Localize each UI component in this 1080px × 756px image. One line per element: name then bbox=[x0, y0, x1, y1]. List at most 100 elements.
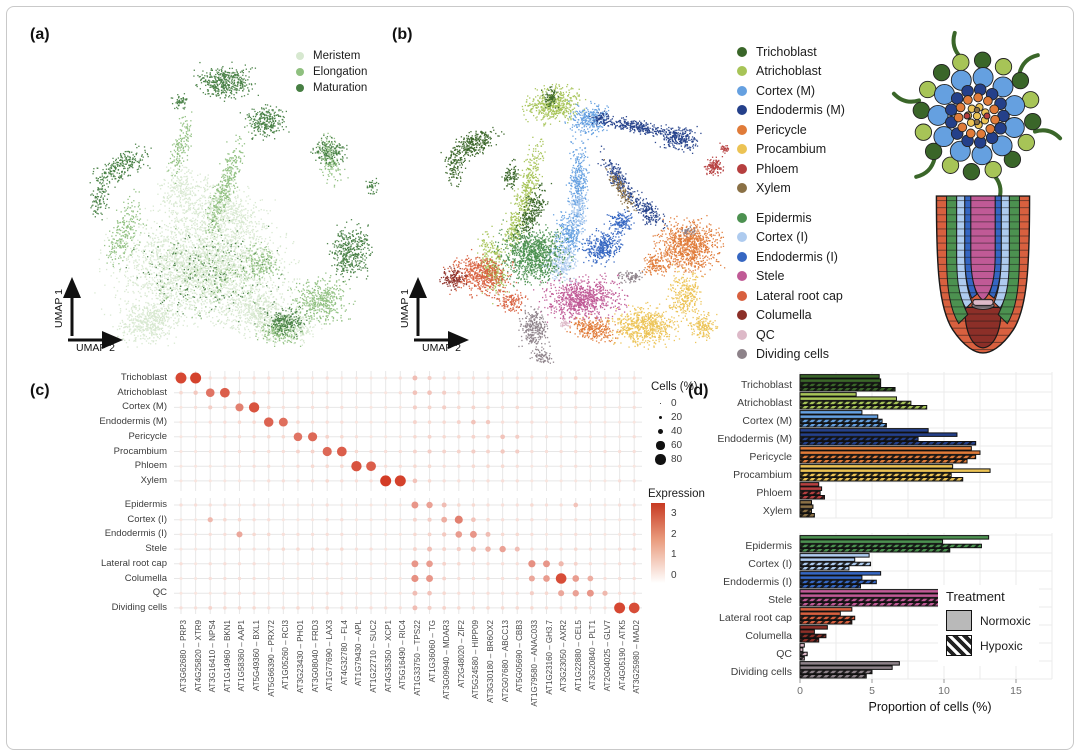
bar-xtick-15: 15 bbox=[1010, 685, 1022, 697]
size-dot bbox=[655, 454, 666, 465]
gene-label-31: AT3G25980 – MAD2 bbox=[622, 620, 641, 720]
expression-tick-2: 2 bbox=[671, 528, 677, 540]
gene-label-text: AT3G25980 – MAD2 bbox=[632, 620, 642, 694]
legend-label: Cortex (M) bbox=[756, 83, 816, 98]
normoxic-swatch bbox=[946, 610, 972, 631]
cells-pct-item-60: 60 bbox=[655, 440, 682, 451]
bar-label-bottom-1: Cortex (I) bbox=[748, 557, 792, 570]
gene-label-19: AT2G48020 – ZIF2 bbox=[447, 620, 466, 720]
size-dot bbox=[659, 402, 662, 405]
bar-label-bottom-4: Lateral root cap bbox=[719, 611, 792, 624]
legend-dot bbox=[296, 52, 304, 60]
bar-label-top-4: Pericycle bbox=[749, 450, 792, 463]
gene-label-8: AT3G23430 – PHO1 bbox=[286, 620, 305, 720]
legend-dot bbox=[737, 349, 747, 360]
legend-dot bbox=[737, 290, 747, 301]
bar-label-bottom-7: Dividing cells bbox=[730, 665, 792, 678]
legend-dot bbox=[737, 212, 747, 223]
dotplot-row-label-12: Lateral root cap bbox=[100, 557, 167, 569]
legend-item-phloem: Phloem bbox=[737, 159, 845, 179]
bar-label-top-2: Cortex (M) bbox=[742, 414, 792, 427]
gene-label-9: AT3G08040 – FRD3 bbox=[301, 620, 320, 720]
gene-label-16: AT1G33750 – TPS22 bbox=[403, 620, 422, 720]
umap-a-plot bbox=[30, 26, 380, 366]
legend-item-qc: QC bbox=[737, 325, 843, 345]
size-value: 80 bbox=[670, 454, 683, 465]
cells-pct-item-80: 80 bbox=[655, 454, 682, 465]
gene-label-20: AT5G24580 – HIPP09 bbox=[461, 620, 480, 720]
legend-item-endodermis-m-: Endodermis (M) bbox=[737, 101, 845, 121]
legend-item-procambium: Procambium bbox=[737, 140, 845, 160]
bar-label-bottom-6: QC bbox=[776, 647, 792, 660]
legend-item-dividing-cells: Dividing cells bbox=[737, 345, 843, 365]
legend-item-cortex-i-: Cortex (I) bbox=[737, 228, 843, 248]
gene-label-24: AT1G79580 – ANAC033 bbox=[520, 620, 539, 720]
legend-dot bbox=[737, 310, 747, 321]
gene-label-14: AT4G35350 – XCP1 bbox=[374, 620, 393, 720]
legend-item-trichoblast: Trichoblast bbox=[737, 42, 845, 62]
dotplot-row-label-3: Endodermis (M) bbox=[99, 416, 167, 428]
legend-dot bbox=[737, 251, 747, 262]
gene-label-7: AT1G05260 – RCI3 bbox=[271, 620, 290, 720]
gene-label-4: AT1G58360 – AAP1 bbox=[227, 620, 246, 720]
gene-label-30: AT4G05190 – ATK5 bbox=[608, 620, 627, 720]
bar-label-top-7: Xylem bbox=[762, 504, 792, 517]
legend-label: Lateral root cap bbox=[756, 288, 843, 303]
legend-item-endodermis-i-: Endodermis (I) bbox=[737, 247, 843, 267]
size-value: 0 bbox=[670, 398, 677, 409]
dotplot-row-label-14: QC bbox=[152, 587, 167, 599]
legend-label: Endodermis (M) bbox=[756, 103, 845, 118]
legend-dot bbox=[737, 124, 747, 135]
bar-xtick-0: 0 bbox=[797, 685, 803, 697]
legend-label: Cortex (I) bbox=[756, 230, 809, 245]
expression-tick-0: 0 bbox=[671, 569, 677, 581]
dotplot-row-label-7: Xylem bbox=[140, 474, 167, 486]
root-tip-diagram bbox=[935, 195, 1031, 354]
gene-label-23: AT5G05690 – CBB3 bbox=[505, 620, 524, 720]
dotplot-row-label-9: Cortex (I) bbox=[127, 513, 167, 525]
umap-a-legend: Meristem Elongation Maturation bbox=[296, 48, 367, 96]
legend-dot bbox=[737, 271, 747, 282]
dotplot-row-label-13: Columella bbox=[124, 572, 167, 584]
legend-item-lateral-root-cap: Lateral root cap bbox=[737, 286, 843, 306]
legend-item-cortex-m-: Cortex (M) bbox=[737, 81, 845, 101]
legend-dot bbox=[737, 46, 747, 57]
legend-label: Endodermis (I) bbox=[756, 249, 838, 264]
expression-colorbar bbox=[651, 503, 665, 583]
marker-gene-dotplot bbox=[170, 368, 652, 620]
gene-label-11: AT4G32780 – FL4 bbox=[330, 620, 349, 720]
umap-b-legend-initials: Epidermis Cortex (I) Endodermis (I) Stele La… bbox=[737, 208, 843, 364]
dotplot-row-label-15: Dividing cells bbox=[111, 601, 167, 613]
legend-item-columella: Columella bbox=[737, 306, 843, 326]
legend-item-atrichoblast: Atrichoblast bbox=[737, 62, 845, 82]
bar-label-bottom-5: Columella bbox=[745, 629, 792, 642]
bar-label-top-1: Atrichoblast bbox=[737, 396, 792, 409]
bar-label-top-6: Phloem bbox=[756, 486, 792, 499]
cells-pct-legend-title: Cells (%) bbox=[651, 381, 698, 393]
legend-label: Meristem bbox=[313, 50, 361, 62]
expression-tick-1: 1 bbox=[671, 549, 677, 560]
bar-x-axis-label: Proportion of cells (%) bbox=[868, 700, 992, 714]
panel-d-label: (d) bbox=[688, 382, 709, 399]
legend-dot bbox=[737, 66, 747, 77]
dotplot-row-label-8: Epidermis bbox=[124, 499, 167, 510]
legend-dot bbox=[737, 105, 747, 116]
umap-a-axes: UMAP 1 UMAP 2 bbox=[53, 277, 123, 354]
legend-label: Xylem bbox=[756, 181, 791, 196]
bar-xtick-5: 5 bbox=[869, 685, 875, 697]
bar-label-top-0: Trichoblast bbox=[741, 378, 792, 391]
gene-label-10: AT1G77690 – LAX3 bbox=[315, 620, 334, 720]
legend-label: Trichoblast bbox=[756, 44, 817, 59]
gene-label-13: AT1G22710 – SUC2 bbox=[359, 620, 378, 720]
svg-text:UMAP 2: UMAP 2 bbox=[76, 342, 115, 354]
legend-item-stele: Stele bbox=[737, 267, 843, 287]
gene-label-27: AT1G22880 – CEL5 bbox=[564, 620, 583, 720]
svg-text:UMAP 1: UMAP 1 bbox=[399, 289, 411, 328]
legend-label: Dividing cells bbox=[756, 347, 829, 362]
legend-item-epidermis: Epidermis bbox=[737, 208, 843, 228]
legend-label: QC bbox=[756, 327, 775, 342]
size-dot bbox=[656, 441, 665, 450]
svg-text:UMAP 1: UMAP 1 bbox=[53, 289, 65, 328]
gene-label-21: AT3G30180 – BR6OX2 bbox=[476, 620, 495, 720]
